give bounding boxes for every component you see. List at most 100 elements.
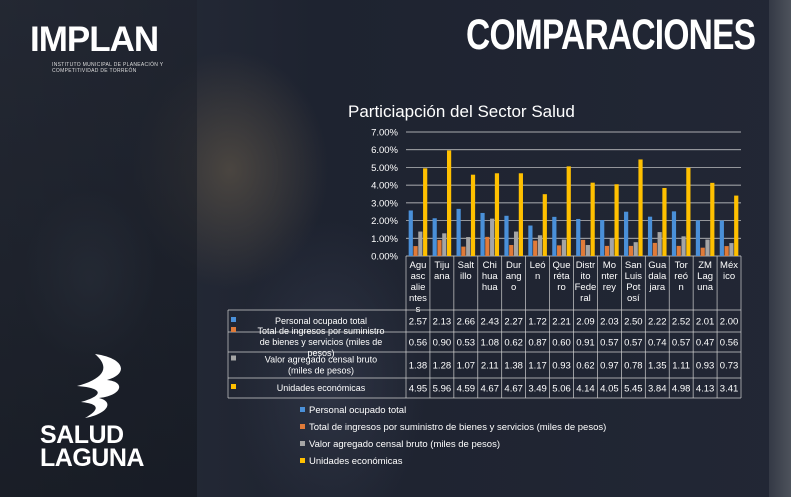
table-cell: 1.35 bbox=[648, 361, 667, 372]
bar-4-9 bbox=[614, 184, 619, 256]
table-cell: 2.01 bbox=[696, 317, 715, 328]
category-label: asc bbox=[411, 271, 426, 282]
table-cell: 2.00 bbox=[720, 317, 739, 328]
data-table: AguascalientessTijuanaSaltilloChihuahuaD… bbox=[227, 256, 742, 399]
table-cell: 4.98 bbox=[672, 384, 691, 395]
salud-logo-line1: SALUD bbox=[40, 421, 124, 449]
bar-1-3 bbox=[456, 208, 461, 256]
table-cell: 0.78 bbox=[624, 361, 643, 372]
page-headline: COMPARACIONES bbox=[466, 11, 756, 59]
bar-2-2 bbox=[437, 240, 442, 256]
table-cell: 1.17 bbox=[528, 361, 547, 372]
bar-3-9 bbox=[609, 238, 614, 256]
bar-2-6 bbox=[533, 240, 538, 256]
table-cell: 0.73 bbox=[720, 361, 739, 372]
table-cell: 0.57 bbox=[600, 338, 619, 349]
bar-3-10 bbox=[633, 242, 638, 256]
row-label: Valor agregado censal bruto bbox=[265, 355, 377, 365]
bar-2-13 bbox=[700, 247, 705, 256]
y-tick-label: 1.00% bbox=[371, 234, 398, 245]
bar-3-3 bbox=[466, 237, 471, 256]
chart-bars bbox=[408, 150, 739, 256]
implan-logo: IMPLAN bbox=[30, 20, 159, 59]
bar-2-5 bbox=[509, 245, 514, 256]
table-cell: 2.21 bbox=[552, 317, 571, 328]
bar-2-4 bbox=[485, 236, 490, 256]
table-cell: 1.38 bbox=[409, 361, 428, 372]
category-label: ico bbox=[723, 271, 735, 282]
table-cell: 0.74 bbox=[648, 338, 667, 349]
bar-3-2 bbox=[442, 233, 447, 256]
category-label: una bbox=[697, 282, 714, 293]
table-cell: 0.56 bbox=[720, 338, 739, 349]
table-cell: 2.09 bbox=[576, 317, 595, 328]
legend-label: Personal ocupado total bbox=[309, 405, 406, 416]
table-cell: 1.08 bbox=[481, 338, 500, 349]
bar-2-11 bbox=[652, 242, 657, 256]
category-label: osí bbox=[627, 293, 640, 304]
table-cell: 0.62 bbox=[576, 361, 595, 372]
chart-gridlines bbox=[406, 131, 741, 257]
category-label: réta bbox=[553, 271, 570, 282]
table-cell: 5.45 bbox=[624, 384, 643, 395]
table-cell: 0.57 bbox=[624, 338, 643, 349]
row-label: Unidades económicas bbox=[277, 383, 366, 393]
bar-4-7 bbox=[566, 166, 571, 256]
table-cell: 4.67 bbox=[504, 384, 523, 395]
legend-key-1 bbox=[300, 407, 305, 412]
table-cell: 2.50 bbox=[624, 317, 643, 328]
left-branding-panel bbox=[0, 0, 197, 497]
bar-3-11 bbox=[657, 232, 662, 256]
y-tick-label: 2.00% bbox=[371, 216, 398, 227]
bar-4-4 bbox=[494, 173, 500, 256]
bar-3-6 bbox=[537, 235, 543, 256]
table-cell: 0.87 bbox=[528, 338, 547, 349]
category-label: s bbox=[416, 304, 421, 315]
bar-4-10 bbox=[638, 159, 643, 256]
y-tick-label: 0.00% bbox=[371, 252, 398, 263]
table-cell: 0.60 bbox=[552, 338, 571, 349]
table-cell: 1.28 bbox=[433, 361, 452, 372]
category-label: San bbox=[625, 260, 642, 271]
category-label: Salt bbox=[458, 260, 475, 271]
category-label: illo bbox=[460, 271, 472, 282]
row-legend-key-3 bbox=[231, 355, 236, 361]
salud-laguna-logo: SALUD LAGUNA bbox=[40, 421, 144, 471]
category-label: ro bbox=[557, 282, 565, 293]
y-tick-label: 4.00% bbox=[371, 181, 398, 192]
category-label: nter bbox=[601, 271, 617, 282]
bar-4-5 bbox=[518, 173, 523, 256]
bar-3-4 bbox=[490, 218, 495, 256]
category-label: ang bbox=[506, 271, 522, 282]
bar-3-1 bbox=[418, 231, 423, 256]
bar-1-9 bbox=[600, 220, 605, 256]
table-cell: 0.57 bbox=[672, 338, 691, 349]
row-legend-key-4 bbox=[231, 384, 236, 389]
bar-1-14 bbox=[719, 220, 724, 256]
row-label: Personal ocupado total bbox=[275, 316, 367, 326]
category-label: jara bbox=[648, 282, 666, 293]
y-tick-label: 6.00% bbox=[371, 145, 398, 156]
category-label: Luis bbox=[625, 271, 643, 282]
table-cell: 0.56 bbox=[409, 338, 428, 349]
bar-1-5 bbox=[504, 215, 509, 256]
table-cell: 2.43 bbox=[481, 317, 500, 328]
bar-4-3 bbox=[470, 174, 476, 256]
table-cell: 1.07 bbox=[457, 361, 476, 372]
table-cell: 2.22 bbox=[648, 317, 667, 328]
bar-2-1 bbox=[413, 246, 418, 256]
legend-key-2 bbox=[300, 424, 305, 429]
table-cell: 4.14 bbox=[576, 384, 595, 395]
bar-2-14 bbox=[724, 246, 729, 256]
table-cell: 2.13 bbox=[433, 317, 452, 328]
table-cell: 3.49 bbox=[528, 384, 547, 395]
category-label: dala bbox=[648, 271, 667, 282]
category-label: Chi bbox=[483, 260, 497, 271]
bar-3-8 bbox=[585, 245, 590, 256]
table-cell: 1.72 bbox=[528, 317, 547, 328]
bar-3-12 bbox=[681, 236, 686, 256]
row-legend-key-2 bbox=[231, 327, 236, 332]
category-label: reó bbox=[674, 271, 688, 282]
bar-4-13 bbox=[710, 182, 715, 256]
